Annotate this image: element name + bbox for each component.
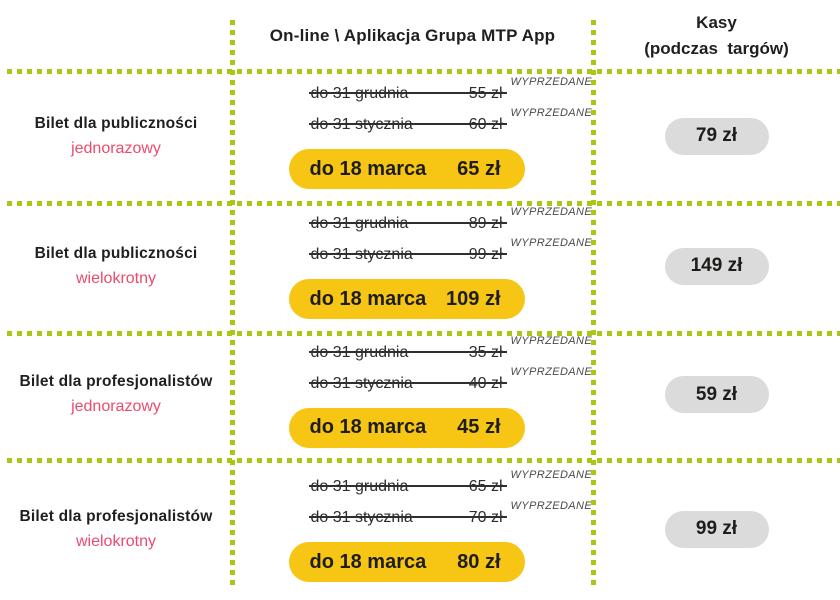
tier-price: 70 zł [468,509,503,526]
tier-price: 55 zł [468,85,503,102]
expired-tier: do 31 grudnia 55 zł WYPRZEDANE [308,76,592,105]
current-period: do 18 marca [309,550,427,573]
tier-period: do 31 grudnia [310,343,409,361]
online-channel-label: On-line \ Aplikacja Grupa MTP App [269,25,556,45]
kasy-price-pill: 149 zł [664,247,769,285]
tier-period: do 31 grudnia [310,85,409,102]
tier-price: 60 zł [468,116,503,133]
ticket-label-pro-single: Bilet dla profesjonalistów jednorazowy [0,331,232,458]
tier-price: 35 zł [468,343,503,361]
sold-out-badge: WYPRZEDANE [510,500,593,512]
ticket-label-public-single: Bilet dla publiczności jednorazowy [0,71,232,201]
kasy-price-pill: 99 zł [664,510,769,548]
tier-period: do 31 grudnia [310,215,409,232]
sold-out-badge: WYPRZEDANE [510,365,593,378]
ticket-subtitle: wielokrotny [75,269,157,287]
current-price-pill: do 18 marca 109 zł [288,279,525,319]
kasy-price-cell: 79 zł [593,71,840,201]
current-period: do 18 marca [309,287,427,310]
ticket-subtitle: jednorazowy [71,398,161,415]
expired-tier: do 31 stycznia 70 zł WYPRZEDANE [308,500,592,529]
ticket-title: Bilet dla profesjonalistów [19,507,213,525]
tier-price: 99 zł [468,246,503,263]
sold-out-badge: WYPRZEDANE [510,76,593,88]
tier-period: do 31 stycznia [310,374,413,392]
kasy-price-pill: 59 zł [664,376,769,413]
current-price-pill: do 18 marca 65 zł [288,149,525,189]
price-tier-list: do 31 grudnia 65 zł WYPRZEDANE do 31 sty… [288,469,592,582]
tier-price: 89 zł [468,215,503,232]
current-price: 80 zł [457,550,501,573]
sold-out-badge: WYPRZEDANE [510,237,593,249]
tier-price: 40 zł [468,374,503,392]
kasy-price-cell: 149 zł [593,201,840,331]
kasy-price-cell: 59 zł [593,331,840,458]
sold-out-badge: WYPRZEDANE [510,469,593,481]
kasy-price: 149 zł [690,255,743,276]
sold-out-badge: WYPRZEDANE [510,206,593,218]
header-spacer [0,0,232,71]
online-prices-pro-single: do 31 grudnia 35 zł WYPRZEDANE do 31 sty… [232,331,593,458]
sold-out-badge: WYPRZEDANE [510,107,593,119]
current-price: 65 zł [457,157,501,180]
current-period: do 18 marca [309,416,427,438]
column-header-online: On-line \ Aplikacja Grupa MTP App [232,0,593,71]
online-prices-public-single: do 31 grudnia 55 zł WYPRZEDANE do 31 sty… [232,71,593,201]
ticket-title: Bilet dla publiczności [34,244,198,262]
current-price: 45 zł [457,416,501,438]
online-prices-public-multi: do 31 grudnia 89 zł WYPRZEDANE do 31 sty… [232,201,593,331]
tier-period: do 31 stycznia [310,116,413,133]
ticket-title: Bilet dla profesjonalistów [19,373,213,390]
tier-period: do 31 stycznia [310,509,413,526]
kasy-price-cell: 99 zł [593,458,840,600]
online-prices-pro-multi: do 31 grudnia 65 zł WYPRZEDANE do 31 sty… [232,458,593,600]
kasy-label-line2: (podczas targów) [644,38,789,58]
kasy-price: 99 zł [695,518,738,539]
current-price-pill: do 18 marca 80 zł [288,542,525,582]
expired-tier: do 31 grudnia 89 zł WYPRZEDANE [308,206,592,235]
tier-period: do 31 grudnia [310,478,409,495]
price-tier-list: do 31 grudnia 55 zł WYPRZEDANE do 31 sty… [288,76,592,189]
sold-out-badge: WYPRZEDANE [510,334,593,347]
ticket-title: Bilet dla publiczności [34,114,198,132]
price-tier-list: do 31 grudnia 35 zł WYPRZEDANE do 31 sty… [288,335,592,448]
kasy-price-pill: 79 zł [664,117,769,155]
current-price: 109 zł [446,287,501,310]
current-price-pill: do 18 marca 45 zł [288,407,525,448]
expired-tier: do 31 stycznia 99 zł WYPRZEDANE [308,237,592,266]
expired-tier: do 31 stycznia 40 zł WYPRZEDANE [308,366,592,395]
ticket-subtitle: wielokrotny [75,532,157,550]
column-header-kasy: Kasy (podczas targów) [593,0,840,71]
tier-price: 65 zł [468,478,503,495]
kasy-label-line1: Kasy [696,12,737,32]
kasy-price: 59 zł [695,383,738,405]
expired-tier: do 31 grudnia 65 zł WYPRZEDANE [308,469,592,498]
expired-tier: do 31 grudnia 35 zł WYPRZEDANE [308,335,592,364]
current-period: do 18 marca [309,157,427,180]
kasy-price: 79 zł [695,125,738,146]
tier-period: do 31 stycznia [310,246,413,263]
ticket-label-public-multi: Bilet dla publiczności wielokrotny [0,201,232,331]
ticket-subtitle: jednorazowy [71,139,161,157]
expired-tier: do 31 stycznia 60 zł WYPRZEDANE [308,107,592,136]
price-tier-list: do 31 grudnia 89 zł WYPRZEDANE do 31 sty… [288,206,592,319]
ticket-label-pro-multi: Bilet dla profesjonalistów wielokrotny [0,458,232,600]
